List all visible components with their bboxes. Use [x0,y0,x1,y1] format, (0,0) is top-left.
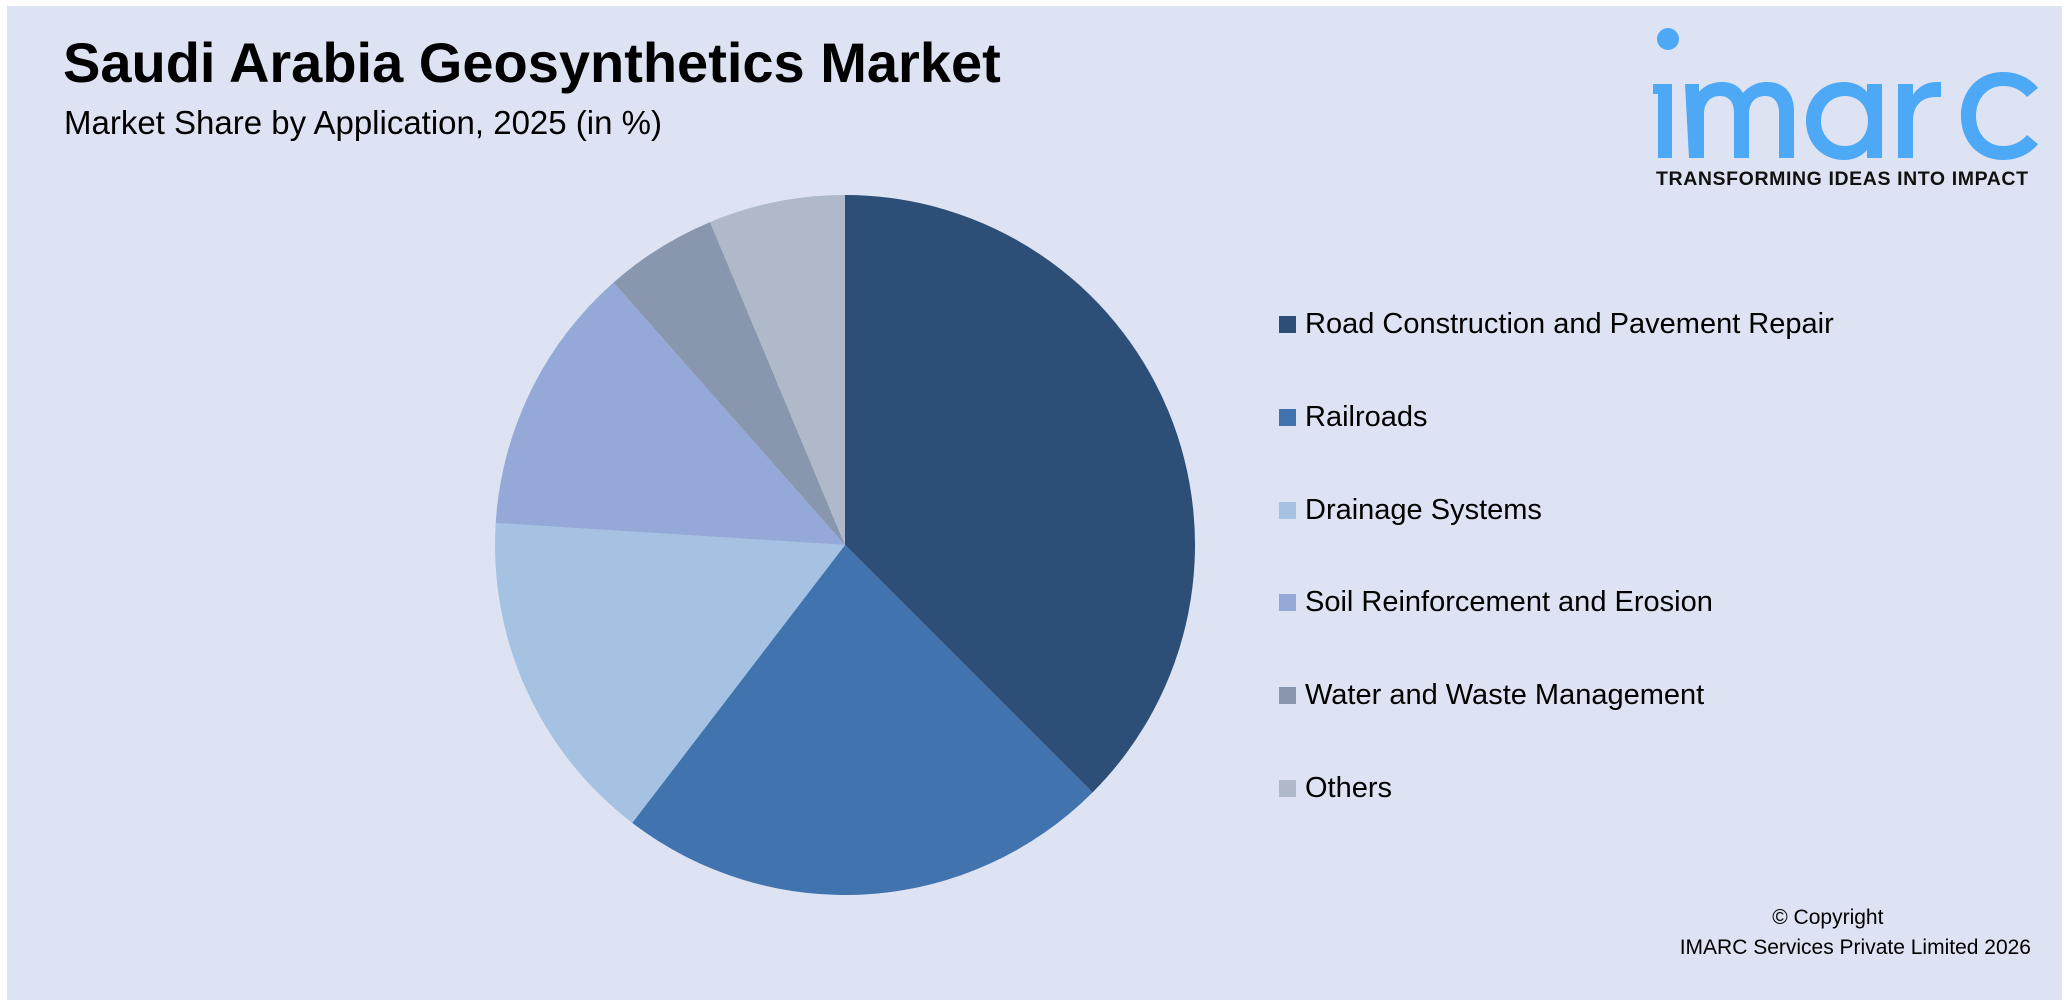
chart-title: Saudi Arabia Geosynthetics Market [63,31,1001,94]
legend-swatch-water-waste [1279,687,1296,704]
pie-chart [495,195,1195,895]
legend-swatch-railroads [1279,409,1296,426]
copyright-line-1: © Copyright [1772,906,1884,929]
legend-item-railroads: Railroads [1279,401,1428,434]
legend-label: Drainage Systems [1305,494,1542,526]
legend-swatch-drainage-systems [1279,502,1296,519]
legend-label: Railroads [1305,401,1428,433]
legend-item-others: Others [1279,772,1392,805]
copyright-line-2: IMARC Services Private Limited 2026 [1679,936,2031,959]
legend-label: Others [1305,772,1393,804]
legend-swatch-road-construction [1279,316,1296,333]
legend-label: Water and Waste Management [1305,679,1705,711]
legend-swatch-soil-reinforcement [1279,594,1296,611]
pie-slice-road-construction-and-pavement-repair [845,195,1195,793]
copyright-notice: © Copyright IMARC Services Private Limit… [1680,903,2031,963]
legend-item-drainage-systems: Drainage Systems [1279,494,1542,527]
legend-item-soil-reinforcement: Soil Reinforcement and Erosion [1279,586,1713,619]
imarc-logo: TRANSFORMING IDEAS INTO IMPACT [1640,20,2060,200]
pie-slice-drainage-systems [495,523,845,823]
legend-label: Soil Reinforcement and Erosion [1305,586,1713,618]
pie-slice-others [710,195,845,545]
legend-label: Road Construction and Pavement Repair [1305,308,1834,340]
logo-tagline: TRANSFORMING IDEAS INTO IMPACT [1656,168,2029,190]
pie-slice-water-and-waste-management [613,222,845,545]
chart-subtitle: Market Share by Application, 2025 (in %) [64,104,662,141]
imarc-logo-icon [1653,28,2038,160]
legend-swatch-others [1279,780,1296,797]
legend-item-road-construction: Road Construction and Pavement Repair [1279,308,1834,341]
legend-item-water-waste: Water and Waste Management [1279,679,1704,712]
pie-slice-soil-reinforcement-and-erosion [495,282,845,545]
pie-slice-railroads [632,545,1093,895]
